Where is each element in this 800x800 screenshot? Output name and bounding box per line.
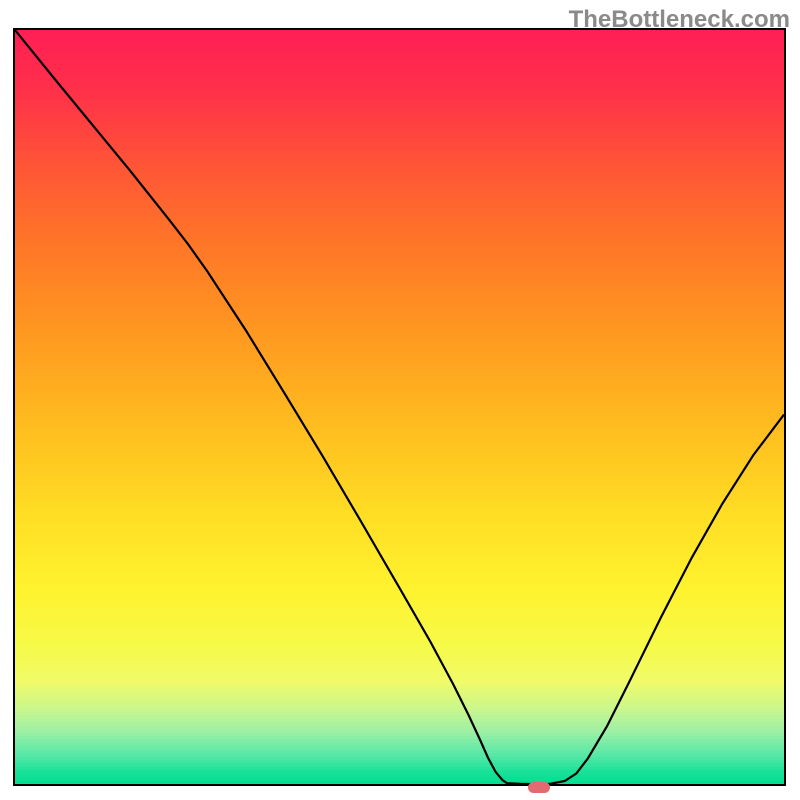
optimum-marker: [528, 782, 550, 793]
chart-container: TheBottleneck.com: [0, 0, 800, 800]
watermark-text: TheBottleneck.com: [569, 6, 790, 34]
bottleneck-curve: [15, 30, 784, 784]
plot-area: [13, 28, 786, 786]
curve-path: [15, 30, 784, 784]
